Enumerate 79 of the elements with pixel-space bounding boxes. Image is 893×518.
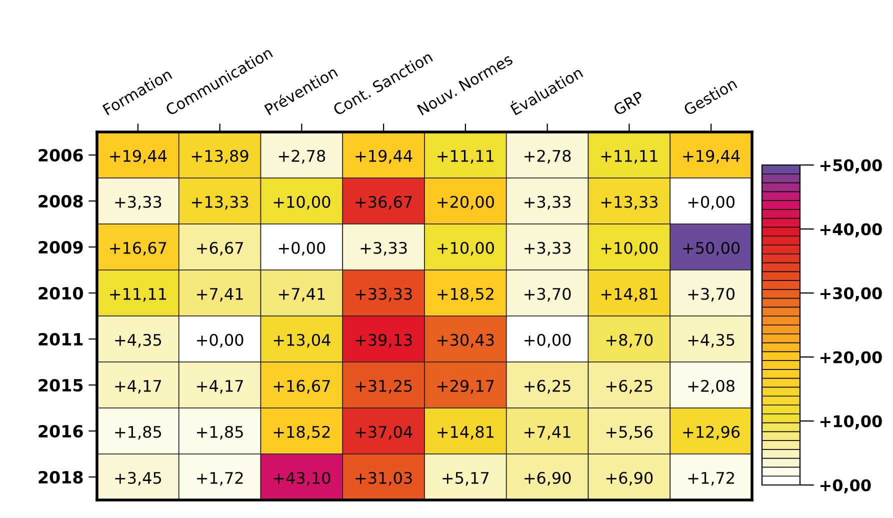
data-label: +16,67 [274,380,330,394]
data-label: +0,00 [524,334,571,348]
color-bar-label: +10,00 [820,415,882,430]
color-bar-label: +20,00 [820,351,882,366]
y-tick-label: 2018 [38,470,83,484]
data-label: +11,11 [601,150,658,164]
data-label: +39,13 [356,334,412,348]
data-label: +19,44 [356,150,412,164]
y-tick-label: 2015 [38,378,83,392]
data-label: +19,44 [683,150,740,164]
data-label: +2,08 [688,380,734,394]
data-label: +12,96 [683,426,740,440]
data-label: +3,70 [524,288,571,302]
data-label: +6,67 [197,242,243,256]
data-label: +0,00 [197,334,244,348]
data-label: +4,35 [115,334,162,348]
data-label: +30,43 [438,334,494,348]
data-label: +11,11 [438,150,494,164]
color-bar-label: +30,00 [820,287,882,302]
data-label: +7,41 [278,288,325,302]
data-label: +10,00 [438,242,494,256]
y-tick-label: 2008 [38,194,83,208]
data-label: +3,33 [524,242,571,256]
data-label: +18,52 [438,288,494,302]
data-label: +3,33 [115,196,162,210]
x-tick-label: GRP [612,90,645,116]
data-label: +13,89 [192,150,248,164]
data-label: +19,44 [110,150,167,164]
data-label: +6,25 [606,380,652,394]
data-label: +20,00 [438,196,494,210]
y-tick-label: 2009 [38,240,83,254]
data-label: +6,90 [524,472,571,486]
data-label: +3,33 [360,242,407,256]
data-label: +13,33 [192,196,248,210]
data-label: +31,03 [356,472,412,486]
data-label: +7,41 [524,426,570,440]
data-label: +13,04 [274,334,330,348]
data-label: +6,90 [606,472,653,486]
data-label: +4,17 [197,380,243,394]
data-label: +8,70 [606,334,653,348]
data-label: +37,04 [356,426,412,440]
data-label: +6,25 [524,380,570,394]
data-label: +29,17 [438,380,494,394]
data-label: +31,25 [356,380,412,394]
color-bar-label: +0,00 [820,479,871,494]
data-label: +43,10 [274,472,330,486]
data-label: +3,45 [115,472,162,486]
data-label: +2,78 [524,150,571,164]
data-label: +11,11 [110,288,166,302]
data-label: +10,00 [274,196,330,210]
data-label: +7,41 [197,288,243,302]
data-label: +16,67 [110,242,166,256]
color-bar-label: +50,00 [820,159,882,174]
y-tick-label: 2010 [38,286,84,300]
data-label: +33,33 [356,288,412,302]
data-label: +36,67 [356,196,412,210]
data-label: +50,00 [683,242,740,256]
data-label: +14,81 [438,426,494,440]
data-label: +1,85 [197,426,243,440]
data-label: +4,17 [115,380,162,394]
data-label: +0,00 [278,242,326,256]
data-label: +1,72 [688,472,734,486]
data-label: +18,52 [274,426,330,440]
data-label: +10,00 [601,242,658,256]
data-label: +3,70 [688,288,734,302]
y-tick-label: 2006 [38,148,83,162]
data-label: +2,78 [278,150,326,164]
data-label: +1,72 [197,472,243,486]
color-bar-label: +40,00 [820,223,882,238]
data-label: +0,00 [688,196,734,210]
data-label: +13,33 [601,196,658,210]
data-label: +5,56 [606,426,653,440]
data-label: +1,85 [115,426,162,440]
data-label: +3,33 [524,196,571,210]
data-label: +14,81 [601,288,658,302]
data-label: +4,35 [688,334,734,348]
y-tick-label: 2016 [38,424,83,438]
y-tick-label: 2011 [38,332,83,346]
data-label: +5,17 [442,472,489,486]
